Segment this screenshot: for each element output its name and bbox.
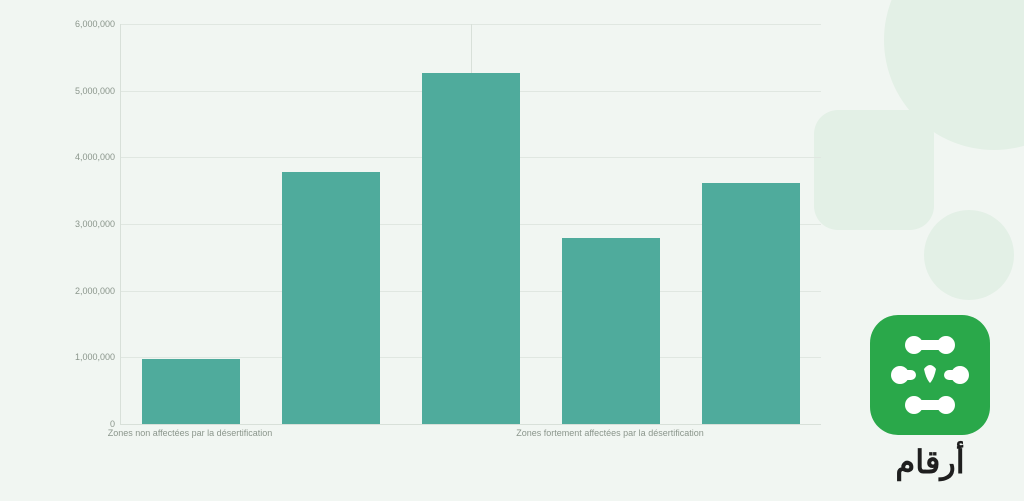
bar	[282, 172, 380, 424]
bar	[702, 183, 800, 424]
bar-chart: 01,000,0002,000,0003,000,0004,000,0005,0…	[60, 24, 830, 454]
y-axis-tick: 4,000,000	[55, 152, 115, 162]
x-axis-tick: Zones non affectées par la désertificati…	[108, 428, 272, 438]
watermark-shape	[814, 110, 934, 230]
y-axis-tick: 0	[55, 419, 115, 429]
brand-logo-icon	[870, 315, 990, 435]
y-axis-tick: 1,000,000	[55, 352, 115, 362]
bar	[422, 73, 520, 424]
y-axis-tick: 2,000,000	[55, 286, 115, 296]
plot-area	[120, 24, 821, 425]
bar	[562, 238, 660, 424]
bar	[142, 359, 240, 424]
x-axis-tick: Zones fortement affectées par la déserti…	[516, 428, 703, 438]
y-axis-tick: 3,000,000	[55, 219, 115, 229]
y-axis-tick: 5,000,000	[55, 86, 115, 96]
y-axis-tick: 6,000,000	[55, 19, 115, 29]
watermark-shape	[924, 210, 1014, 300]
chart-canvas: 0 1,000,000 2,000,000 3,000,000 4,000,000 5,0…	[0, 0, 1024, 501]
brand-wordmark: أرقام	[860, 443, 1000, 481]
brand-block: أرقام	[860, 315, 1000, 481]
